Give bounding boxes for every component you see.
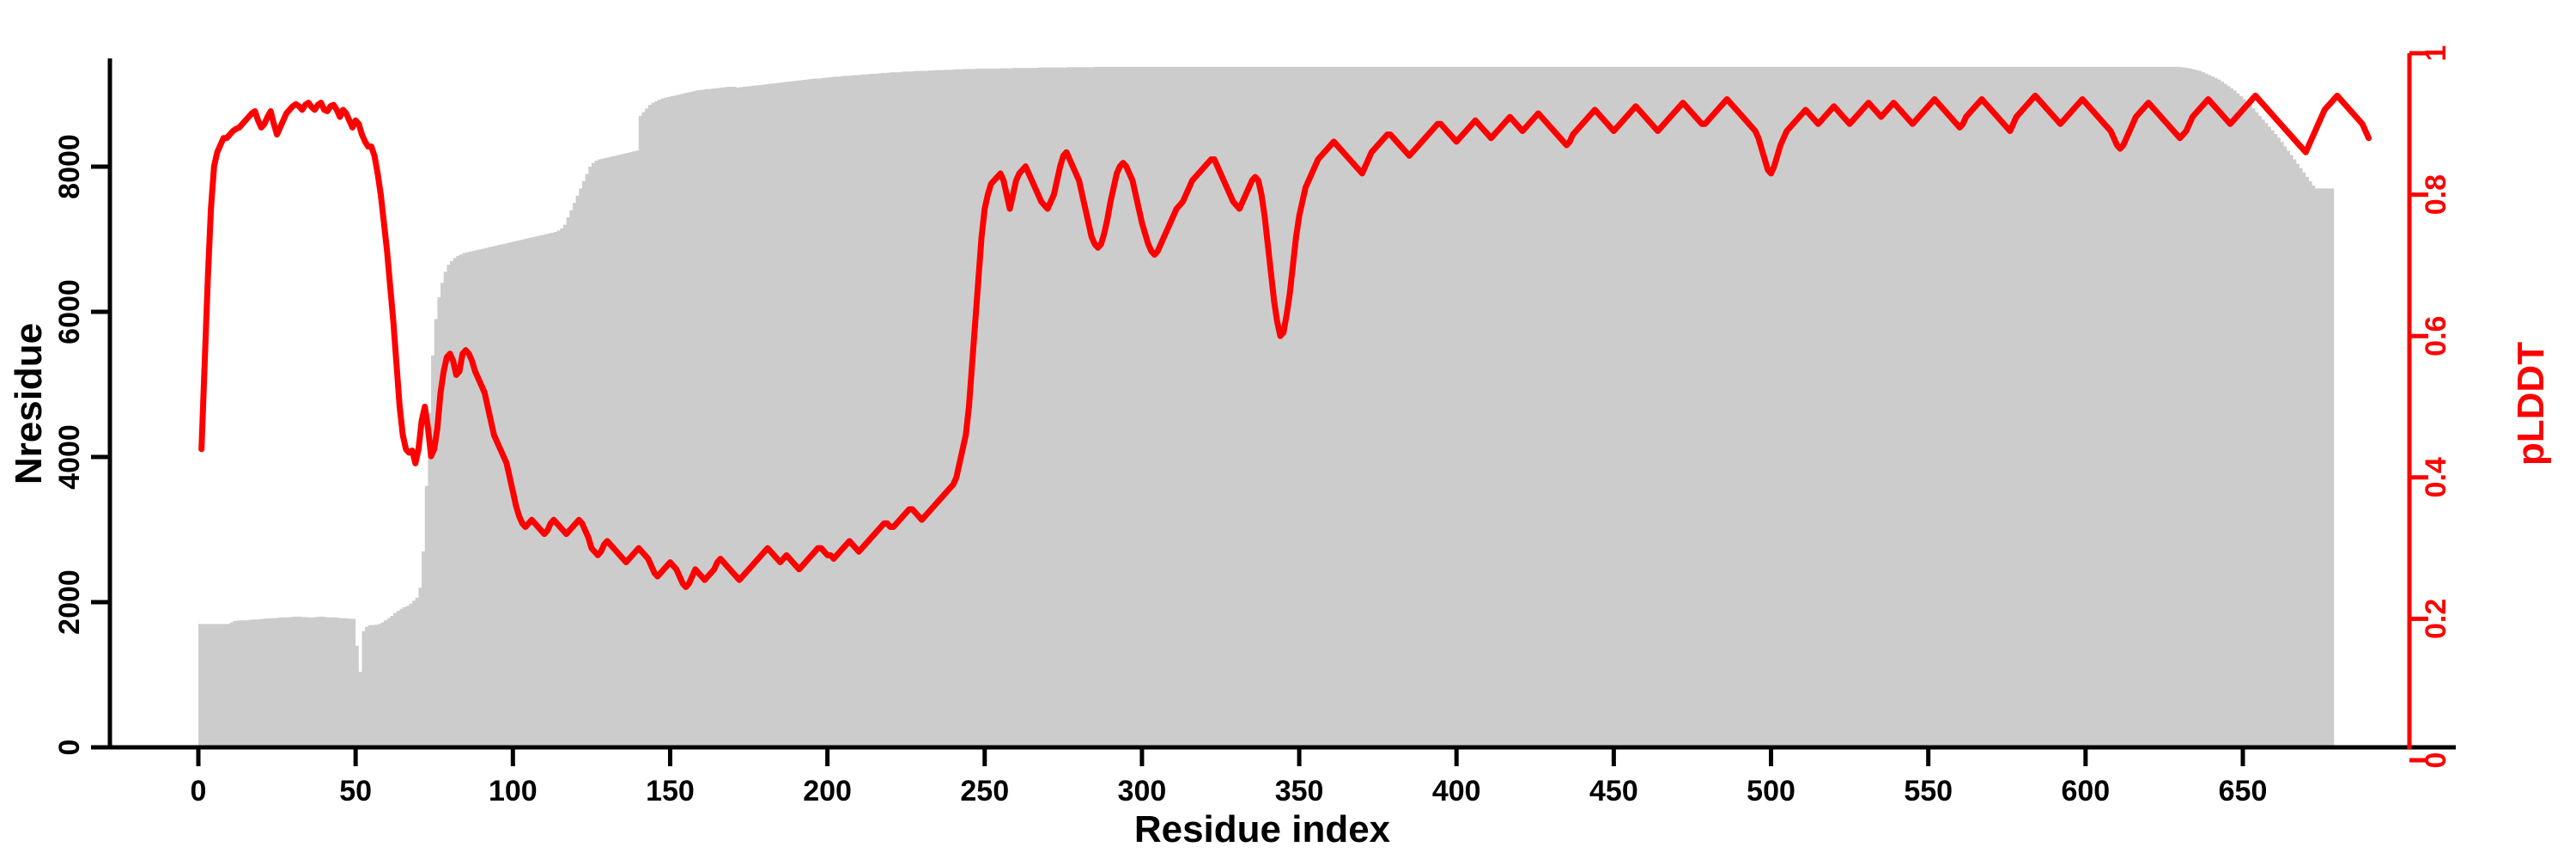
x-tick-label-50: 50 (339, 775, 372, 807)
left-tick-label-2000: 2000 (53, 570, 86, 635)
right-tick-label-0: 0 (2420, 752, 2452, 769)
left-tick-label-6000: 6000 (53, 279, 86, 344)
x-tick-label-500: 500 (1747, 775, 1795, 807)
x-tick-label-300: 300 (1118, 775, 1167, 807)
x-tick-label-350: 350 (1275, 775, 1324, 807)
left-tick-label-8000: 8000 (53, 134, 86, 199)
x-tick-label-600: 600 (2061, 775, 2110, 807)
x-tick-label-400: 400 (1432, 775, 1481, 807)
x-tick-label-450: 450 (1589, 775, 1638, 807)
x-tick-label-100: 100 (489, 775, 538, 807)
right-tick-label-0.4: 0.4 (2420, 457, 2452, 497)
x-tick-label-250: 250 (960, 775, 1009, 807)
x-axis-title: Residue index (1134, 808, 1391, 850)
right-tick-label-0.2: 0.2 (2420, 599, 2452, 639)
y-axis-title: Nresidue (8, 323, 50, 484)
right-tick-label-1: 1 (2420, 46, 2452, 62)
right-tick-label-0.8: 0.8 (2420, 174, 2452, 215)
x-tick-label-200: 200 (803, 775, 852, 807)
bottom-axis-ticks: 0 50 100 150 200 250 300 350 400 450 500 550 600 650 (191, 747, 2268, 807)
right-axis-ticks: 0 0.2 0.4 0.6 0.8 1 (2409, 46, 2452, 769)
right-tick-label-0.6: 0.6 (2420, 316, 2452, 356)
nresidue-area-series (198, 66, 2335, 747)
plddt-line-series (198, 92, 2372, 590)
left-axis-ticks: 0 2000 4000 6000 8000 (53, 134, 110, 755)
x-tick-label-650: 650 (2219, 775, 2268, 807)
x-tick-label-150: 150 (646, 775, 695, 807)
left-tick-label-4000: 4000 (53, 424, 86, 490)
y2-axis-title: pLDDT (2510, 342, 2552, 466)
x-tick-label-0: 0 (191, 775, 207, 807)
left-tick-label-0: 0 (53, 740, 86, 756)
x-tick-label-550: 550 (1904, 775, 1953, 807)
